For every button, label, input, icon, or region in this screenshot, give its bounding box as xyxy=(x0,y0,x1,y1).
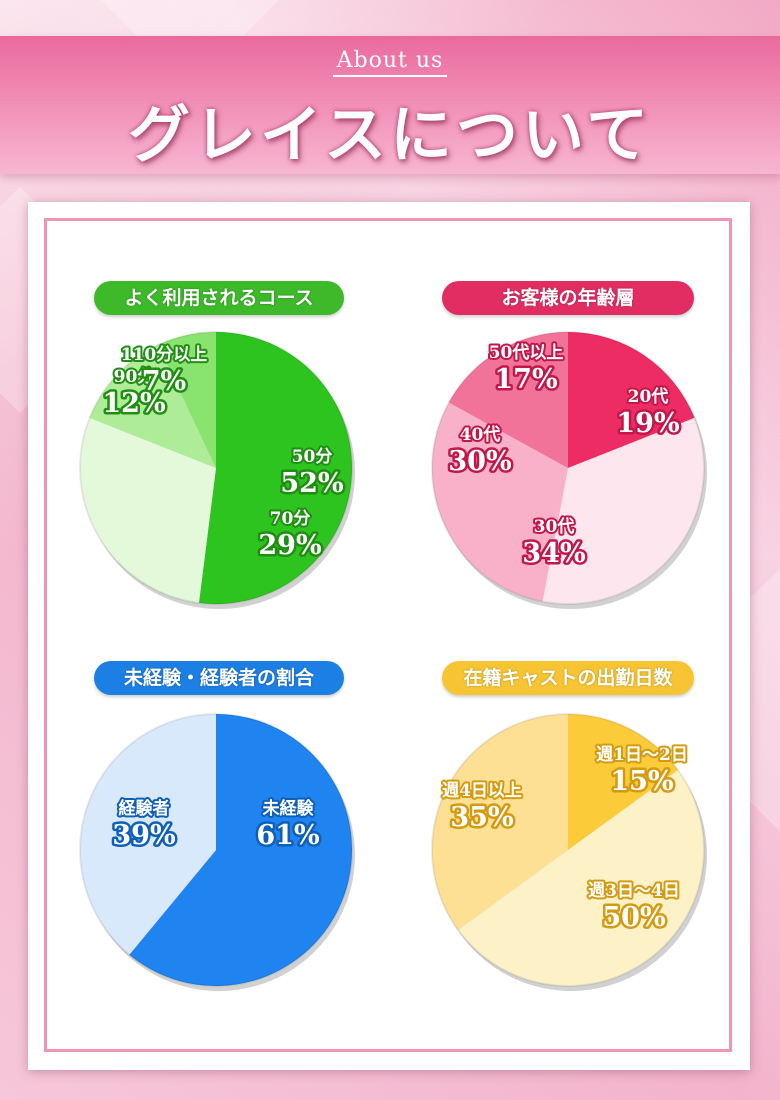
slice-category-label: 50分 xyxy=(292,447,333,467)
slice-percent-label: 61% xyxy=(256,820,319,851)
header-subtitle: About us xyxy=(0,48,780,77)
chart-title-age: お客様の年齢層 xyxy=(442,281,694,315)
pie-outline xyxy=(431,713,705,987)
page-title: グレイスについて xyxy=(127,98,653,171)
pie-slice xyxy=(568,714,679,850)
chart-title-workdays: 在籍キャストの出勤日数 xyxy=(442,661,694,695)
slice-category-label: 30代 xyxy=(534,516,575,537)
pie-outline xyxy=(431,331,705,605)
pie-slice xyxy=(457,770,704,986)
slice-category-label: 週3日～4日 xyxy=(588,881,680,901)
pie-slice xyxy=(80,714,217,955)
slice-category-label: 110分以上 xyxy=(121,345,208,365)
slice-percent-label: 34% xyxy=(522,538,585,569)
slice-percent-label: 29% xyxy=(258,530,321,561)
slice-percent-label: 15% xyxy=(610,766,673,797)
slice-percent-label: 17% xyxy=(494,364,557,395)
slice-category-label: 40代 xyxy=(460,424,501,445)
chart-title-experience: 未経験・経験者の割合 xyxy=(94,661,344,695)
header-banner: About us グレイスについて xyxy=(0,36,780,174)
slice-percent-label: 19% xyxy=(616,408,679,439)
pie-slice xyxy=(89,344,216,468)
pie-outline xyxy=(79,331,353,605)
slice-percent-label: 35% xyxy=(450,802,513,833)
slice-category-label: 未経験 xyxy=(262,798,315,819)
pie-slice xyxy=(432,402,568,602)
slice-percent-label: 50% xyxy=(602,902,665,933)
slice-percent-label: 7% xyxy=(142,366,186,397)
slice-percent-label: 39% xyxy=(112,820,175,851)
pie-slice xyxy=(432,714,568,930)
slice-category-label: 50代以上 xyxy=(489,342,564,363)
slice-category-label: 90分 xyxy=(114,367,155,387)
pie-slice xyxy=(129,714,353,986)
pie-outline xyxy=(79,713,353,987)
pie-slice xyxy=(79,417,216,603)
slice-percent-label: 52% xyxy=(280,468,343,499)
slice-category-label: 70分 xyxy=(270,509,311,529)
slice-category-label: 週1日～2日 xyxy=(596,745,688,765)
pie-slice xyxy=(448,332,568,468)
slice-percent-label: 12% xyxy=(102,388,165,419)
pie-slice xyxy=(542,417,704,604)
chart-title-course: よく利用されるコース xyxy=(94,281,344,315)
pie-slice xyxy=(568,332,695,468)
slice-category-label: 経験者 xyxy=(119,798,170,819)
slice-category-label: 20代 xyxy=(628,386,669,407)
slice-category-label: 週4日以上 xyxy=(442,781,522,801)
pie-slice xyxy=(158,332,216,468)
slice-percent-label: 30% xyxy=(448,446,511,477)
pie-slice xyxy=(198,332,352,604)
